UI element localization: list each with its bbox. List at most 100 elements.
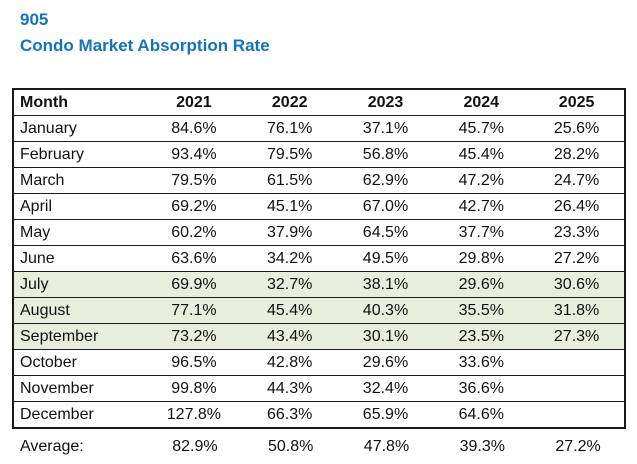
table-row: September 73.2% 43.4% 30.1% 23.5% 27.3% — [13, 323, 625, 350]
value-cell: 36.6% — [433, 375, 530, 402]
average-value-cell: 82.9% — [172, 438, 218, 455]
value-cell: 33.6% — [433, 349, 530, 376]
month-cell: August — [13, 297, 146, 324]
month-cell: May — [13, 219, 146, 246]
value-cell: 127.8% — [146, 401, 242, 429]
col-header-year: 2023 — [337, 88, 434, 116]
value-cell: 29.8% — [433, 245, 530, 272]
value-cell: 61.5% — [241, 167, 338, 194]
value-cell: 34.2% — [241, 245, 338, 272]
table-row: December 127.8% 66.3% 65.9% 64.6% — [13, 401, 625, 429]
month-cell: March — [13, 167, 146, 194]
value-cell: 42.8% — [241, 349, 338, 376]
value-cell: 69.9% — [146, 271, 242, 298]
table-row: March 79.5% 61.5% 62.9% 47.2% 24.7% — [13, 167, 625, 194]
value-cell: 99.8% — [146, 375, 242, 402]
value-cell: 26.4% — [529, 193, 625, 220]
value-cell: 62.9% — [337, 167, 434, 194]
value-cell: 77.1% — [146, 297, 242, 324]
value-cell: 28.2% — [529, 141, 625, 168]
month-cell: July — [13, 271, 146, 298]
table-row: January 84.6% 76.1% 37.1% 45.7% 25.6% — [13, 115, 625, 142]
average-table: Average: 82.9% 50.8% 47.8% 39.3% 27.2% — [12, 435, 626, 459]
value-cell: 65.9% — [337, 401, 434, 429]
table-row: June 63.6% 34.2% 49.5% 29.8% 27.2% — [13, 245, 625, 272]
month-cell: June — [13, 245, 146, 272]
value-cell: 23.3% — [529, 219, 625, 246]
table-row: May 60.2% 37.9% 64.5% 37.7% 23.3% — [13, 219, 625, 246]
report-title: Condo Market Absorption Rate — [20, 36, 270, 55]
value-cell — [529, 375, 625, 402]
col-header-year: 2025 — [529, 88, 625, 116]
value-cell: 79.5% — [146, 167, 242, 194]
absorption-table-wrap: Month 2021 2022 2023 2024 2025 January 84.6% 76… — [12, 88, 637, 459]
value-cell: 45.4% — [433, 141, 530, 168]
month-cell: October — [13, 349, 146, 376]
value-cell: 32.7% — [241, 271, 338, 298]
average-value-cell: 27.2% — [555, 438, 601, 455]
table-row: April 69.2% 45.1% 67.0% 42.7% 26.4% — [13, 193, 625, 220]
average-value-cell: 50.8% — [268, 438, 314, 455]
average-value-cell: 47.8% — [363, 438, 410, 455]
header-row: Month 2021 2022 2023 2024 2025 — [13, 88, 625, 116]
absorption-rate-table: Month 2021 2022 2023 2024 2025 January 84.6% 76… — [12, 88, 626, 429]
value-cell: 27.3% — [529, 323, 625, 350]
value-cell: 25.6% — [529, 115, 625, 142]
value-cell: 23.5% — [433, 323, 530, 350]
table-body: January 84.6% 76.1% 37.1% 45.7% 25.6% February… — [13, 115, 625, 429]
average-label: Average: — [20, 438, 84, 455]
value-cell: 84.6% — [146, 115, 242, 142]
value-cell: 35.5% — [433, 297, 530, 324]
value-cell — [529, 349, 625, 376]
value-cell: 45.4% — [241, 297, 338, 324]
value-cell: 27.2% — [529, 245, 625, 272]
month-cell: September — [13, 323, 146, 350]
value-cell: 37.7% — [433, 219, 530, 246]
col-header-month: Month — [13, 88, 146, 116]
value-cell: 63.6% — [146, 245, 242, 272]
month-cell: February — [13, 141, 146, 168]
col-header-year: 2024 — [433, 88, 530, 116]
value-cell: 47.2% — [433, 167, 530, 194]
value-cell: 64.5% — [337, 219, 434, 246]
average-value-cell: 39.3% — [459, 438, 505, 455]
month-cell: December — [13, 401, 146, 429]
report-code: 905 — [20, 10, 49, 29]
value-cell: 45.7% — [433, 115, 530, 142]
value-cell: 69.2% — [146, 193, 242, 220]
col-header-year: 2021 — [146, 88, 242, 116]
average-row: Average: 82.9% 50.8% 47.8% 39.3% 27.2% — [12, 435, 626, 459]
value-cell: 60.2% — [146, 219, 242, 246]
value-cell: 42.7% — [433, 193, 530, 220]
value-cell: 29.6% — [337, 349, 434, 376]
table-row: July 69.9% 32.7% 38.1% 29.6% 30.6% — [13, 271, 625, 298]
value-cell: 24.7% — [529, 167, 625, 194]
value-cell: 56.8% — [337, 141, 434, 168]
value-cell: 32.4% — [337, 375, 434, 402]
value-cell: 64.6% — [433, 401, 530, 429]
value-cell: 73.2% — [146, 323, 242, 350]
col-header-year: 2022 — [241, 88, 338, 116]
value-cell: 66.3% — [241, 401, 338, 429]
table-row: October 96.5% 42.8% 29.6% 33.6% — [13, 349, 625, 376]
month-cell: November — [13, 375, 146, 402]
value-cell — [529, 401, 625, 429]
value-cell: 96.5% — [146, 349, 242, 376]
value-cell: 76.1% — [241, 115, 338, 142]
value-cell: 49.5% — [337, 245, 434, 272]
value-cell: 29.6% — [433, 271, 530, 298]
value-cell: 93.4% — [146, 141, 242, 168]
value-cell: 31.8% — [529, 297, 625, 324]
table-row: November 99.8% 44.3% 32.4% 36.6% — [13, 375, 625, 402]
value-cell: 30.1% — [337, 323, 434, 350]
value-cell: 67.0% — [337, 193, 434, 220]
report-title-block: 905 Condo Market Absorption Rate — [0, 0, 637, 59]
value-cell: 44.3% — [241, 375, 338, 402]
value-cell: 45.1% — [241, 193, 338, 220]
month-cell: January — [13, 115, 146, 142]
value-cell: 38.1% — [337, 271, 434, 298]
value-cell: 37.1% — [337, 115, 434, 142]
table-row: February 93.4% 79.5% 56.8% 45.4% 28.2% — [13, 141, 625, 168]
value-cell: 37.9% — [241, 219, 338, 246]
value-cell: 40.3% — [337, 297, 434, 324]
